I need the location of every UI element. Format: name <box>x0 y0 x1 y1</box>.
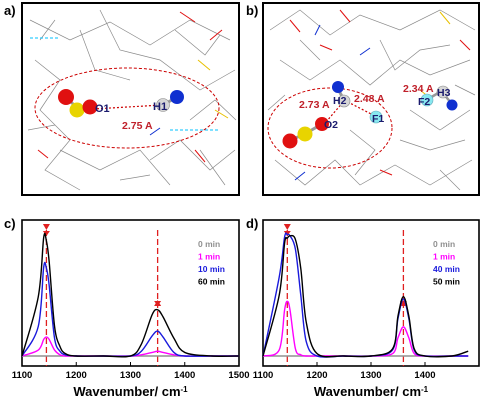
nitrogen-atom <box>170 90 184 104</box>
oxygen-atom <box>58 89 74 105</box>
panel-a-so2-molecule <box>58 89 98 118</box>
series-line-60-min <box>21 232 240 358</box>
panel-a-label: a) <box>4 3 16 18</box>
chart-d: 0 min 1 min 40 min 50 min 1100 1200 1300 1400 Wa… <box>253 219 480 399</box>
panel-d-label: d) <box>246 216 258 231</box>
peak-arrow-up <box>42 231 50 236</box>
x-axis-label: Wavenumber/ cm-1 <box>73 384 188 399</box>
panel-c-label: c) <box>4 216 16 231</box>
legend-entry: 40 min <box>433 264 460 274</box>
hydrogen-atom <box>156 98 170 112</box>
panel-b-structure: H2 O2 F1 F2 H3 2.73 A 2.48 A 2.34 A <box>262 2 480 196</box>
panel-a-framework-lines <box>27 9 237 191</box>
panel-b-hbond-o2-h2 <box>325 100 345 123</box>
peak-arrow-up <box>283 231 291 236</box>
sulfur-atom <box>69 102 85 118</box>
legend-entry: 0 min <box>198 239 220 249</box>
x-tick-label: 1400 <box>414 370 435 381</box>
legend-entry: 60 min <box>198 277 225 287</box>
peak-arrow-down <box>42 224 50 230</box>
panel-b-second-site <box>420 85 458 111</box>
atom-label-f1: F1 <box>372 113 384 125</box>
atom-label-o1: O1 <box>95 103 110 115</box>
nitrogen-atom <box>332 81 344 93</box>
x-tick-label: 1100 <box>253 370 274 381</box>
nitrogen-atom <box>446 99 458 111</box>
x-tick-label: 1200 <box>306 370 327 381</box>
peak-arrow-down <box>283 224 291 230</box>
legend-entry: 0 min <box>433 239 455 249</box>
panel-b-amine <box>332 81 351 108</box>
hydrogen-atom <box>337 94 351 108</box>
atom-label-h2: H2 <box>333 95 347 107</box>
sulfur-atom <box>297 126 313 142</box>
legend-entry: 50 min <box>433 277 460 287</box>
panel-b-colored-bonds <box>289 9 471 181</box>
distance-label: 2.48 A <box>354 93 385 105</box>
panel-a-interaction-ellipse <box>34 67 220 149</box>
x-tick-label: 1300 <box>120 370 141 381</box>
panel-b-interaction-ellipse <box>267 87 393 169</box>
atom-label-h1: H1 <box>153 101 167 113</box>
panel-b-so2-molecule <box>282 117 329 149</box>
panel-b-label: b) <box>246 3 258 18</box>
atom-label-o2: O2 <box>324 119 338 131</box>
fluorine-atom <box>420 93 434 107</box>
x-axis-label: Wavenumber/ cm-1 <box>314 384 429 399</box>
distance-label: 2.34 A <box>403 83 434 95</box>
plot-frame <box>262 219 480 367</box>
fluorine-atom <box>369 110 383 124</box>
legend-entry: 1 min <box>433 252 455 262</box>
legend-entry: 10 min <box>198 264 225 274</box>
x-tick-label: 1400 <box>174 370 195 381</box>
series-line-50-min <box>262 234 469 358</box>
x-tick-label: 1200 <box>66 370 87 381</box>
atom-label-f2: F2 <box>418 96 430 108</box>
oxygen-atom <box>315 117 329 131</box>
distance-label: 2.75 A <box>122 120 153 132</box>
panel-a-structure: O1 H1 2.75 A <box>21 2 240 196</box>
legend-entry: 1 min <box>198 252 220 262</box>
peak-arrow-up <box>154 301 162 306</box>
x-tick-label: 1500 <box>228 370 249 381</box>
panel-b-framework-lines <box>267 9 476 191</box>
panel-a-amine <box>156 90 184 112</box>
chart-c: 0 min 1 min 10 min 60 min 1100 1200 1300 1400 15… <box>12 219 250 399</box>
hydrogen-atom <box>436 85 450 99</box>
oxygen-atom <box>82 99 98 115</box>
distance-label: 2.73 A <box>299 99 330 111</box>
x-tick-label: 1100 <box>12 370 33 381</box>
x-tick-label: 1300 <box>360 370 381 381</box>
panel-a-hbond-line <box>92 104 163 110</box>
oxygen-atom <box>282 133 298 149</box>
atom-label-h3: H3 <box>437 87 451 99</box>
